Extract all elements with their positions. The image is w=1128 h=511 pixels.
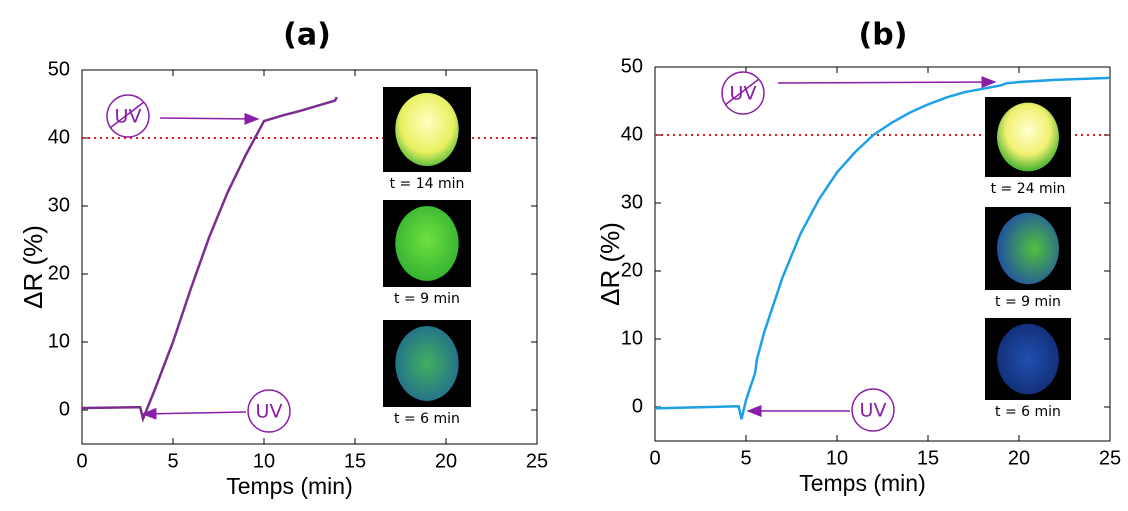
sample-spot [997, 212, 1059, 285]
x-tick-label: 10 [826, 447, 848, 469]
y-axis-label: ΔR (%) [595, 222, 625, 306]
x-tick-label: 0 [649, 447, 660, 469]
x-tick-label: 20 [1008, 447, 1030, 469]
y-tick-label: 40 [621, 123, 643, 145]
sample-spot [395, 92, 459, 167]
x-tick-label: 0 [76, 450, 87, 472]
sample-spot [395, 326, 459, 401]
inset-label: t = 14 min [390, 176, 465, 192]
uv-on-circle [247, 389, 291, 433]
uv-off-arrow [159, 112, 260, 125]
uv-off-circle [106, 94, 150, 138]
x-axis-label: Temps (min) [799, 470, 926, 496]
inset-label: t = 9 min [394, 291, 460, 307]
x-tick-label: 15 [917, 447, 939, 469]
data-line [81, 96, 338, 423]
x-tick-label: 5 [167, 450, 178, 472]
sample-spot [997, 323, 1059, 395]
panel-title: (a) [283, 18, 331, 53]
y-tick-label: 20 [48, 262, 70, 284]
y-tick-label: 0 [59, 398, 70, 420]
uv-on-arrow [141, 407, 247, 420]
sample-spot [997, 102, 1059, 172]
y-tick-label: 30 [621, 191, 643, 213]
panel-title: (b) [859, 18, 908, 53]
plot-frame [81, 69, 538, 445]
x-tick-label: 25 [526, 450, 548, 472]
uv-on-circle [851, 388, 895, 432]
uv-on-label: UV [860, 400, 887, 422]
x-tick-label: 10 [253, 450, 275, 472]
y-tick-label: 50 [48, 58, 70, 80]
y-tick-label: 30 [48, 194, 70, 216]
y-tick-label: 40 [48, 126, 70, 148]
inset-label: t = 9 min [995, 294, 1061, 310]
uv-off-arrow [777, 76, 997, 89]
y-tick-label: 50 [621, 55, 643, 77]
data-line [654, 76, 1111, 420]
x-tick-label: 15 [344, 450, 366, 472]
y-tick-label: 20 [621, 259, 643, 281]
x-tick-label: 5 [740, 447, 751, 469]
uv-off-label: UV [115, 106, 142, 128]
x-axis-label: Temps (min) [226, 473, 353, 499]
uv-off-label: UV [730, 83, 757, 105]
inset-label: t = 6 min [995, 404, 1061, 420]
uv-on-label: UV [256, 401, 283, 423]
y-tick-label: 10 [621, 327, 643, 349]
y-tick-label: 10 [48, 330, 70, 352]
y-axis-label: ΔR (%) [18, 225, 48, 309]
plot-frame [654, 66, 1111, 442]
uv-strike [109, 101, 145, 129]
inset-label: t = 6 min [394, 411, 460, 427]
x-tick-label: 25 [1099, 447, 1121, 469]
uv-strike [724, 78, 760, 106]
y-tick-label: 0 [632, 395, 643, 417]
inset-label: t = 24 min [991, 181, 1066, 197]
x-tick-label: 20 [435, 450, 457, 472]
uv-off-circle [721, 71, 765, 115]
sample-spot [395, 206, 459, 281]
